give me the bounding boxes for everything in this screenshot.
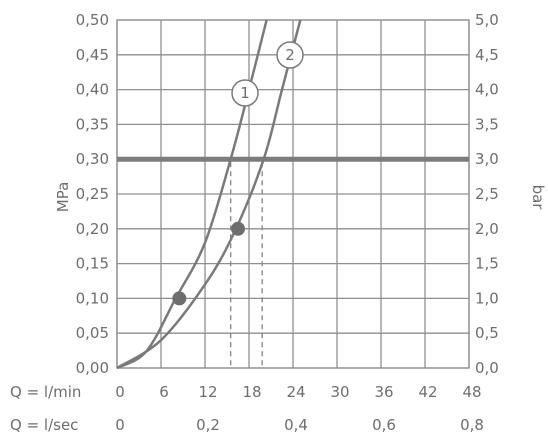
- y-right-tick-label: 1,5: [475, 255, 499, 273]
- y-left-tick-label: 0,05: [76, 324, 109, 342]
- x-axis-lsec: 0 0,2 0,4 0,6 0,8: [115, 416, 484, 434]
- curve-label-bubble-2: [276, 41, 304, 69]
- x-axis-lsec-title: Q = l/sec: [10, 416, 78, 434]
- marker-1: [172, 291, 187, 306]
- y-left-tick-label: 0,40: [76, 81, 109, 99]
- curve-label-bubble-1: [231, 79, 259, 107]
- x-axis-lmin-title: Q = l/min: [10, 383, 81, 401]
- drop-lines: [229, 162, 263, 368]
- x-lmin-tick-label: 48: [462, 383, 481, 401]
- x-lmin-tick-label: 24: [286, 383, 305, 401]
- plot-frame: [116, 19, 470, 369]
- x-axis-lmin: 0 6 12 18 24 30 36 42 48: [115, 383, 481, 401]
- x-lsec-tick-label: 0,2: [196, 416, 220, 434]
- y-right-tick-label: 2,0: [475, 220, 499, 238]
- y-left-tick-label: 0,20: [76, 220, 109, 238]
- x-lsec-tick-label: 0,4: [284, 416, 308, 434]
- y-right-tick-label: 3,0: [475, 150, 499, 168]
- y-right-tick-label: 0,0: [475, 359, 499, 377]
- y-left-tick-label: 0,35: [76, 115, 109, 133]
- y-right-tick-label: 1,0: [475, 289, 499, 307]
- y-right-tick-label: 3,5: [475, 115, 499, 133]
- y-left-tick-label: 0,50: [76, 11, 109, 29]
- y-right-tick-label: 2,5: [475, 185, 499, 203]
- x-lsec-tick-label: 0,8: [460, 416, 484, 434]
- x-lmin-tick-label: 12: [198, 383, 217, 401]
- x-lmin-tick-label: 0: [115, 383, 125, 401]
- y-right-tick-label: 0,5: [475, 324, 499, 342]
- curve-label-2: 2: [285, 46, 295, 64]
- x-lsec-tick-label: 0,6: [372, 416, 396, 434]
- x-lmin-tick-label: 30: [330, 383, 349, 401]
- y-left-tick-label: 0,25: [76, 185, 109, 203]
- y-left-tick-label: 0,15: [76, 255, 109, 273]
- curve-label-1: 1: [240, 84, 250, 102]
- y-right-tick-label: 4,5: [475, 46, 499, 64]
- left-y-axis-title: MPa: [54, 182, 72, 213]
- y-right-tick-label: 4,0: [475, 81, 499, 99]
- x-lsec-tick-label: 0: [115, 416, 125, 434]
- grid: [116, 19, 470, 369]
- y-left-tick-label: 0,45: [76, 46, 109, 64]
- x-lmin-tick-label: 36: [374, 383, 393, 401]
- left-y-axis: 0,00 0,05 0,10 0,15 0,20 0,25 0,30 0,35 0,40 0,45…: [76, 11, 109, 377]
- y-right-tick-label: 5,0: [475, 11, 499, 29]
- x-lmin-tick-label: 18: [242, 383, 261, 401]
- curve-labels: 12: [231, 41, 304, 107]
- x-lmin-tick-label: 6: [159, 383, 169, 401]
- marker-2: [231, 221, 245, 236]
- y-left-tick-label: 0,30: [76, 150, 109, 168]
- right-y-axis: 0,0 0,5 1,0 1,5 2,0 2,5 3,0 3,5 4,0 4,5 5,0: [475, 11, 499, 377]
- markers: [172, 221, 245, 306]
- right-y-axis-title: bar: [529, 185, 547, 211]
- y-left-tick-label: 0,00: [76, 359, 109, 377]
- x-lmin-tick-label: 42: [418, 383, 437, 401]
- y-left-tick-label: 0,10: [76, 289, 109, 307]
